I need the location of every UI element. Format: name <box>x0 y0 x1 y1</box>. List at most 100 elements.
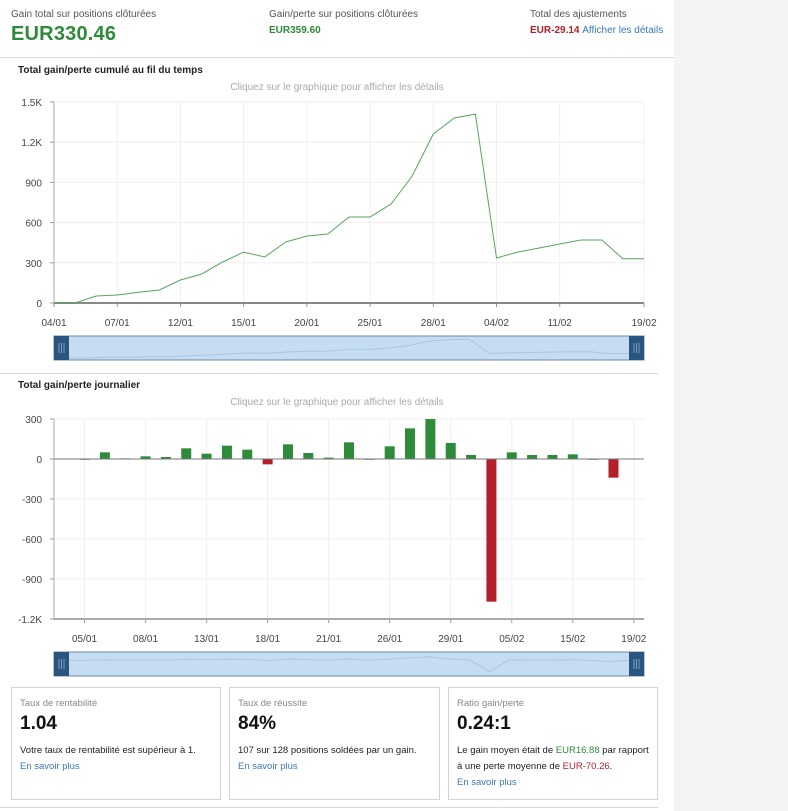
gain-loss-value: EUR359.60 <box>269 25 321 36</box>
y-tick-label: 1.2K <box>21 138 42 149</box>
gain-bar[interactable] <box>181 448 192 459</box>
right-side-panel <box>674 0 788 811</box>
x-tick-label: 04/01 <box>41 318 66 329</box>
learn-more-link[interactable]: En savoir plus <box>457 777 517 788</box>
desc-text: par rapport à une perte moyenne de <box>457 745 649 772</box>
gain-bar[interactable] <box>344 442 354 459</box>
gain-bar[interactable] <box>282 444 293 459</box>
card-description: 107 sur 128 positions soldées par un gai… <box>238 745 417 756</box>
success-rate-card: Taux de réussite 84% 107 sur 128 positio… <box>229 687 440 800</box>
total-gain-label: Gain total sur positions clôturées <box>11 9 157 20</box>
navigator-range <box>53 335 645 361</box>
navigator-right-handle[interactable] <box>629 336 644 360</box>
x-tick-label: 20/01 <box>294 318 319 329</box>
navigator-left-handle[interactable] <box>54 652 69 676</box>
section-divider <box>0 373 658 374</box>
x-tick-label: 25/01 <box>358 318 383 329</box>
gain-bar[interactable] <box>547 455 558 459</box>
bottom-divider <box>0 807 658 808</box>
y-tick-label: -300 <box>22 495 42 506</box>
cumulative-chart-navigator[interactable] <box>0 334 674 364</box>
gain-bar[interactable] <box>201 453 212 459</box>
x-tick-label: 15/02 <box>560 634 585 645</box>
y-tick-label: 1.5K <box>21 98 42 109</box>
navigator-series <box>68 656 631 673</box>
card-value: 0.24:1 <box>457 713 511 734</box>
cumulative-chart-title: Total gain/perte cumulé au fil du temps <box>18 65 203 76</box>
cumulative-chart-hint: Cliquez sur le graphique pour afficher l… <box>230 82 444 93</box>
x-tick-label: 28/01 <box>421 318 446 329</box>
cumulative-line-chart[interactable]: 0 300 600 900 1.2K 1.5K 04/01 07/01 12/01 15/01 20… <box>0 90 674 330</box>
y-tick-label: 900 <box>25 178 42 189</box>
x-tick-label: 07/01 <box>105 318 130 329</box>
gain-bar[interactable] <box>425 419 436 459</box>
gain-bar[interactable] <box>303 453 314 459</box>
gain-bar[interactable] <box>506 452 517 459</box>
card-description: Votre taux de rentabilité est supérieur … <box>20 745 196 756</box>
navigator-series <box>68 338 630 359</box>
x-tick-label: 15/01 <box>231 318 256 329</box>
y-tick-label: 300 <box>25 259 42 270</box>
x-tick-label: 21/01 <box>316 634 341 645</box>
gain-bar[interactable] <box>466 455 477 459</box>
gain-bar[interactable] <box>160 457 171 459</box>
show-details-link[interactable]: Afficher les détails <box>582 25 664 36</box>
adjustments-value: EUR-29.14 <box>530 25 580 36</box>
summary-adjustments: Total des ajustements EUR-29.14 Afficher… <box>530 9 663 36</box>
gain-bar[interactable] <box>323 457 334 459</box>
daily-chart-title: Total gain/perte journalier <box>18 380 141 391</box>
desc-text: Le gain moyen était de <box>457 745 556 756</box>
navigator-left-handle[interactable] <box>54 336 69 360</box>
gain-bar[interactable] <box>99 452 110 459</box>
desc-text: . <box>609 761 613 772</box>
x-tick-label: 26/01 <box>377 634 402 645</box>
x-tick-label: 04/02 <box>484 318 509 329</box>
cumulative-series-line <box>54 113 644 304</box>
gain-bar[interactable] <box>221 445 232 459</box>
loss-bar[interactable] <box>486 459 497 602</box>
x-tick-label: 11/02 <box>548 318 573 329</box>
summary-total-gain: Gain total sur positions clôturées EUR33… <box>11 9 156 46</box>
gain-bar[interactable] <box>140 456 151 459</box>
summary-gain-loss: Gain/perte sur positions clôturées EUR35… <box>269 9 418 36</box>
card-label: Taux de rentabilité <box>20 698 98 709</box>
total-gain-value: EUR330.46 <box>11 23 117 45</box>
gain-bar[interactable] <box>567 454 578 459</box>
daily-chart-navigator[interactable] <box>0 650 674 680</box>
x-tick-label: 18/01 <box>255 634 280 645</box>
gain-loss-label: Gain/perte sur positions clôturées <box>269 9 418 20</box>
card-description: Le gain moyen était de EUR16.88 par rapp… <box>457 743 649 775</box>
x-tick-label: 13/01 <box>194 634 219 645</box>
x-tick-label: 05/02 <box>499 634 524 645</box>
learn-more-link[interactable]: En savoir plus <box>238 761 298 772</box>
gain-bar[interactable] <box>242 449 253 459</box>
x-tick-label: 12/01 <box>168 318 193 329</box>
x-tick-label: 08/01 <box>133 634 158 645</box>
card-value: 84% <box>238 713 277 734</box>
navigator-right-handle[interactable] <box>629 652 644 676</box>
x-tick-label: 29/01 <box>438 634 463 645</box>
loss-bar[interactable] <box>608 459 619 478</box>
y-tick-label: -900 <box>22 575 42 586</box>
card-label: Taux de réussite <box>238 698 308 709</box>
performance-panel: Gain total sur positions clôturées EUR33… <box>0 0 674 808</box>
x-tick-label: 05/01 <box>72 634 97 645</box>
loss-bar[interactable] <box>262 459 273 465</box>
gain-bar[interactable] <box>405 428 416 459</box>
gain-bar[interactable] <box>445 443 456 459</box>
y-tick-label: 0 <box>36 299 42 310</box>
adjustments-label: Total des ajustements <box>530 9 627 20</box>
gain-bar[interactable] <box>527 455 538 459</box>
daily-bar-chart[interactable]: 300 0 -300 -600 -900 -1.2K 05/01 08/01 13/01 18/0… <box>0 405 674 650</box>
gain-bar[interactable] <box>384 446 395 459</box>
profit-factor-card: Taux de rentabilité 1.04 Votre taux de r… <box>11 687 221 800</box>
y-tick-label: -1.2K <box>18 615 42 626</box>
learn-more-link[interactable]: En savoir plus <box>20 761 80 772</box>
y-tick-label: -600 <box>22 535 42 546</box>
average-loss-value: EUR-70.26 <box>562 761 610 772</box>
y-tick-label: 300 <box>25 415 42 426</box>
daily-chart-hint: Cliquez sur le graphique pour afficher l… <box>230 397 444 408</box>
summary-bar: Gain total sur positions clôturées EUR33… <box>0 0 674 58</box>
card-value: 1.04 <box>20 713 57 734</box>
y-tick-label: 600 <box>25 219 42 230</box>
